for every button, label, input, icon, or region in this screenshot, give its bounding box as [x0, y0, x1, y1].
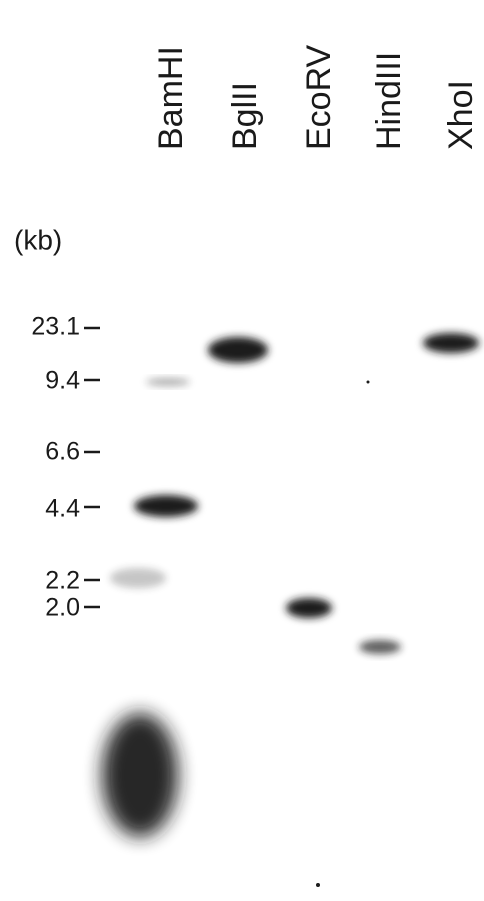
- page: BamHI BglII EcoRV HindIII XhoI (kb) 23.1…: [0, 0, 484, 901]
- lane-label: BglII: [226, 82, 264, 150]
- marker-label: 9.4: [45, 367, 80, 395]
- band: [208, 337, 268, 363]
- marker-label: 23.1: [31, 313, 80, 341]
- lane-label: HindIII: [370, 52, 408, 150]
- speck: [367, 381, 370, 384]
- lane-label: EcoRV: [300, 44, 338, 150]
- blot-figure: BamHI BglII EcoRV HindIII XhoI (kb) 23.1…: [0, 0, 484, 901]
- marker-label: 2.2: [45, 567, 80, 595]
- band: [286, 598, 332, 618]
- marker-label: 4.4: [45, 495, 80, 523]
- marker-label: 2.0: [45, 594, 80, 622]
- band: [110, 568, 166, 588]
- speck: [316, 883, 320, 887]
- band: [423, 333, 479, 353]
- lane-label: XhoI: [442, 80, 480, 150]
- unit-label: (kb): [14, 224, 62, 255]
- band: [134, 495, 198, 517]
- band: [359, 640, 401, 654]
- lane-label: BamHI: [152, 46, 190, 150]
- band-smear: [102, 713, 178, 837]
- band: [146, 378, 190, 386]
- marker-label: 6.6: [45, 438, 80, 466]
